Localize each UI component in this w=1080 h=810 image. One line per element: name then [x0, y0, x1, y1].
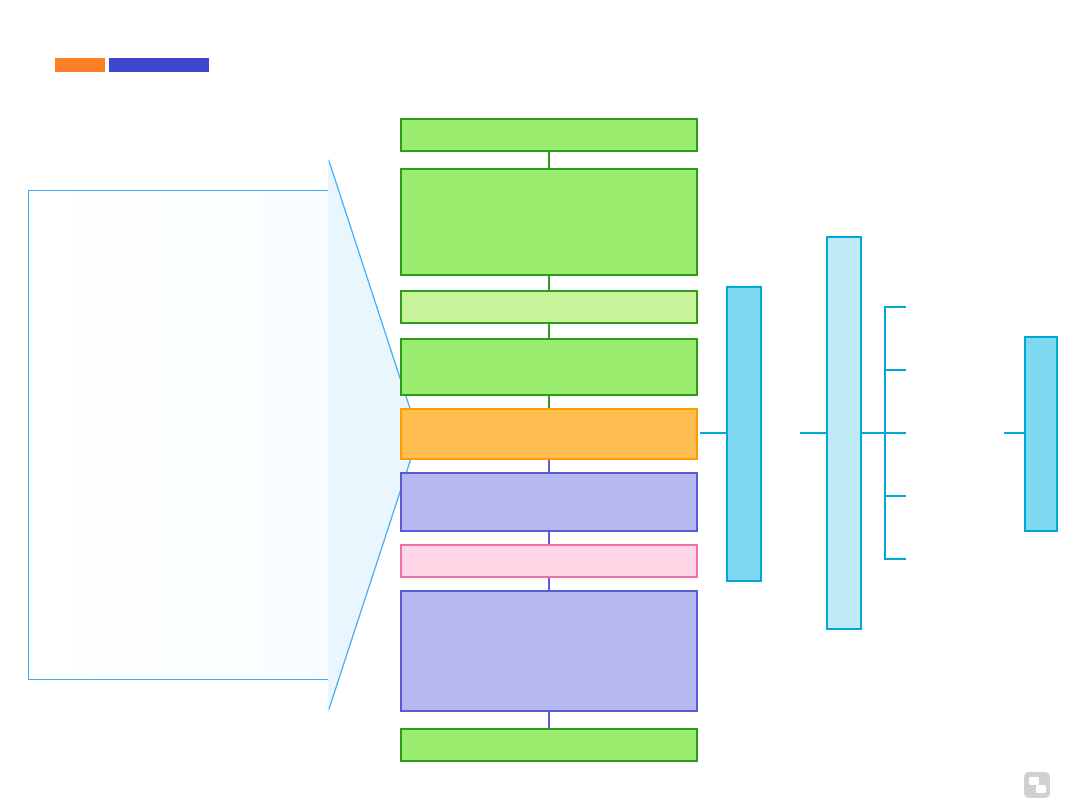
box-center-demand [400, 408, 698, 460]
connector [800, 432, 826, 434]
box-face-gov [400, 472, 698, 532]
accent-bar-blue [109, 58, 209, 72]
title-block [55, 40, 209, 72]
connector [884, 432, 906, 434]
accent-bar-orange [55, 58, 105, 72]
purple-cell-row [400, 590, 698, 712]
connector [548, 712, 550, 728]
box-public-service [726, 286, 762, 582]
connector [700, 432, 726, 434]
wechat-icon [1024, 772, 1050, 798]
connector [862, 432, 884, 434]
box-resources [826, 236, 862, 630]
connector [1004, 432, 1024, 434]
accent-bars [55, 58, 209, 72]
diagram-canvas [400, 118, 1050, 798]
connector [548, 460, 550, 472]
box-bottom-function [400, 728, 698, 762]
connector [548, 152, 550, 168]
connector [548, 396, 550, 408]
connector [548, 532, 550, 544]
box-top-function [400, 118, 698, 152]
connector [548, 324, 550, 338]
box-platform [1024, 336, 1058, 532]
left-factors-list [28, 190, 328, 680]
green-cell-row [400, 168, 698, 276]
connector [548, 578, 550, 590]
box-face-social [400, 338, 698, 396]
watermark [1024, 772, 1058, 798]
connector [884, 558, 906, 560]
connector [884, 306, 906, 308]
connector [884, 369, 906, 371]
connector [548, 276, 550, 290]
box-green-actors [400, 290, 698, 324]
connector [884, 495, 906, 497]
box-pink-actors [400, 544, 698, 578]
